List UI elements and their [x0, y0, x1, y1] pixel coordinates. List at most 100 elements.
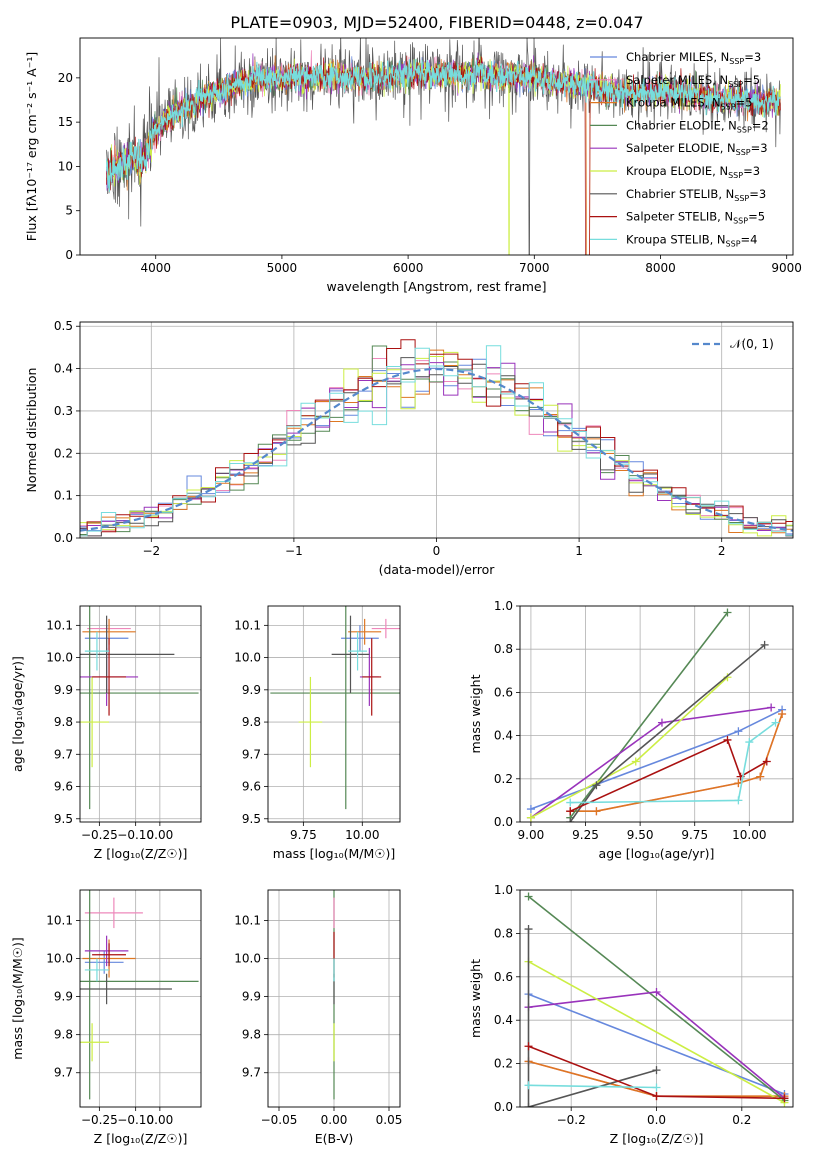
weight-marker	[652, 987, 661, 996]
x-tick-label: 1	[575, 544, 583, 558]
errorbar-point	[371, 618, 400, 639]
x-tick-label: 0.00	[321, 1113, 348, 1127]
y-tick-label: 9.8	[54, 1028, 73, 1042]
errorbar-point	[80, 606, 199, 810]
y-tick-label: 15	[58, 115, 73, 129]
legend-entry: Kroupa MILES, NSSP=5	[626, 96, 752, 112]
age_vs_z-frame	[79, 605, 202, 823]
histogram-series-8	[80, 345, 793, 537]
weight-marker	[723, 608, 732, 617]
weight-series-6	[527, 929, 657, 1107]
y-tick-label: 10	[58, 159, 73, 173]
age_vs_z-axes: −0.25 −0.100.00 9.5 9.6 9.7 9.8 9.9 10.0 10.1 Z […	[10, 606, 201, 861]
errorbar-point	[84, 935, 129, 967]
weight-marker	[762, 757, 771, 766]
mass_weight_vs_z-xlabel: Z [log₁₀(Z/Z☉)]	[610, 1131, 704, 1146]
legend-entry: Chabrier STELIB, NSSP=3	[626, 187, 766, 203]
y-tick-label: 9.8	[54, 715, 73, 729]
y-tick-label: 0.8	[494, 926, 513, 940]
weight-marker	[524, 1103, 533, 1107]
weight-marker	[760, 640, 769, 649]
residuals-axes: −2 −1 0 1 2 0.0 0.1 0.2 0.3 0.4 0.5 (data-model)/er…	[24, 319, 793, 577]
mass_weight_vs_z-ylabel: mass weight	[468, 959, 483, 1038]
legend-entry: Salpeter MILES, NSSP=5	[626, 73, 760, 89]
age_vs_mass-frame	[267, 605, 401, 823]
errorbar-point	[92, 943, 126, 967]
y-tick-label: 0.8	[494, 642, 513, 656]
y-tick-label: 0.6	[494, 970, 513, 984]
weight-marker	[566, 807, 575, 816]
x-tick-label: 2	[718, 544, 726, 558]
weight-series-0	[528, 993, 785, 1095]
x-tick-label: −0.25	[81, 1113, 118, 1127]
residuals-ylabel: Normed distribution	[24, 368, 39, 493]
errorbar-point	[80, 890, 199, 1100]
x-tick-label: −0.05	[261, 1113, 298, 1127]
x-tick-label: 9.25	[572, 828, 599, 842]
spectrum-axes: 4000 5000 6000 7000 8000 9000 0 5 10 15 20 waveleng…	[24, 52, 802, 294]
weight-marker	[745, 738, 754, 747]
y-tick-label: 0.6	[494, 685, 513, 699]
errorbar-point	[80, 615, 175, 694]
x-tick-label: 0.2	[732, 1113, 751, 1127]
histogram-series-4	[80, 362, 793, 536]
errorbar-point	[80, 973, 172, 1005]
y-tick-label: 9.9	[242, 990, 261, 1004]
y-tick-label: 10.1	[46, 618, 73, 632]
y-tick-label: 20	[58, 71, 73, 85]
x-tick-label: 10.00	[345, 828, 379, 842]
weight-marker	[652, 1083, 661, 1092]
mass_weight_vs_z-frame	[519, 889, 794, 1108]
errorbar-point	[84, 897, 143, 929]
spectrum-frame	[79, 37, 794, 256]
weight-marker	[734, 727, 743, 736]
weight-marker	[778, 710, 787, 718]
spectrum-series-8	[105, 58, 781, 192]
errorbar-point	[84, 958, 110, 982]
y-tick-label: 9.6	[242, 780, 261, 794]
errorbar-point	[298, 676, 323, 768]
x-tick-label: −0.10	[117, 1113, 154, 1127]
x-tick-label: 5000	[267, 261, 298, 275]
x-tick-label: −0.10	[117, 828, 154, 842]
weight-series-8	[570, 721, 776, 804]
errorbar-point	[341, 625, 379, 652]
x-tick-label: 0.05	[376, 1113, 403, 1127]
age_vs_z-ylabel: age [log₁₀(age/yr)]	[10, 656, 25, 772]
x-tick-label: 0	[433, 544, 441, 558]
residuals-xlabel: (data-model)/error	[379, 562, 496, 577]
x-tick-label: −0.2	[557, 1113, 586, 1127]
y-tick-label: 10.1	[234, 913, 261, 927]
weight-series-7	[569, 738, 768, 812]
legend-entry: Chabrier ELODIE, NSSP=2	[626, 118, 769, 134]
weight-marker	[524, 1042, 533, 1051]
weight-marker	[524, 925, 533, 934]
errorbar-point	[270, 606, 400, 810]
mass_weight_vs_age-frame	[519, 605, 794, 823]
errorbar-point	[80, 676, 110, 768]
y-tick-label: 9.7	[242, 747, 261, 761]
legend-entry: Kroupa STELIB, NSSP=4	[626, 232, 757, 248]
weight-marker	[526, 813, 535, 822]
weight-marker	[652, 1066, 661, 1075]
y-tick-label: 9.9	[54, 683, 73, 697]
y-tick-label: 10.1	[234, 618, 261, 632]
age_vs_mass-axes: 9.75 10.00 9.5 9.6 9.7 9.8 9.9 10.0 10.1 mass [lo…	[234, 606, 400, 861]
weight-marker	[780, 1094, 789, 1103]
legend-entry: Salpeter ELODIE, NSSP=3	[626, 141, 768, 157]
weight-marker	[524, 1081, 533, 1090]
age_vs_z-xlabel: Z [log₁₀(Z/Z☉)]	[94, 846, 188, 861]
x-tick-label: 0.00	[147, 1113, 174, 1127]
weight-series-0	[530, 708, 783, 810]
y-tick-label: 9.8	[242, 1028, 261, 1042]
mass_weight_vs_age-ylabel: mass weight	[468, 674, 483, 753]
mass_vs_ebv-frame	[267, 889, 401, 1108]
y-tick-label: 0.4	[54, 362, 73, 376]
mass_weight_vs_age-xlabel: age [log₁₀(age/yr)]	[599, 846, 715, 861]
x-tick-label: 8000	[645, 261, 676, 275]
x-tick-label: 9.00	[518, 828, 545, 842]
y-tick-label: 9.5	[54, 812, 73, 826]
legend-entry: Chabrier MILES, NSSP=3	[626, 50, 761, 66]
weight-marker	[631, 757, 640, 766]
